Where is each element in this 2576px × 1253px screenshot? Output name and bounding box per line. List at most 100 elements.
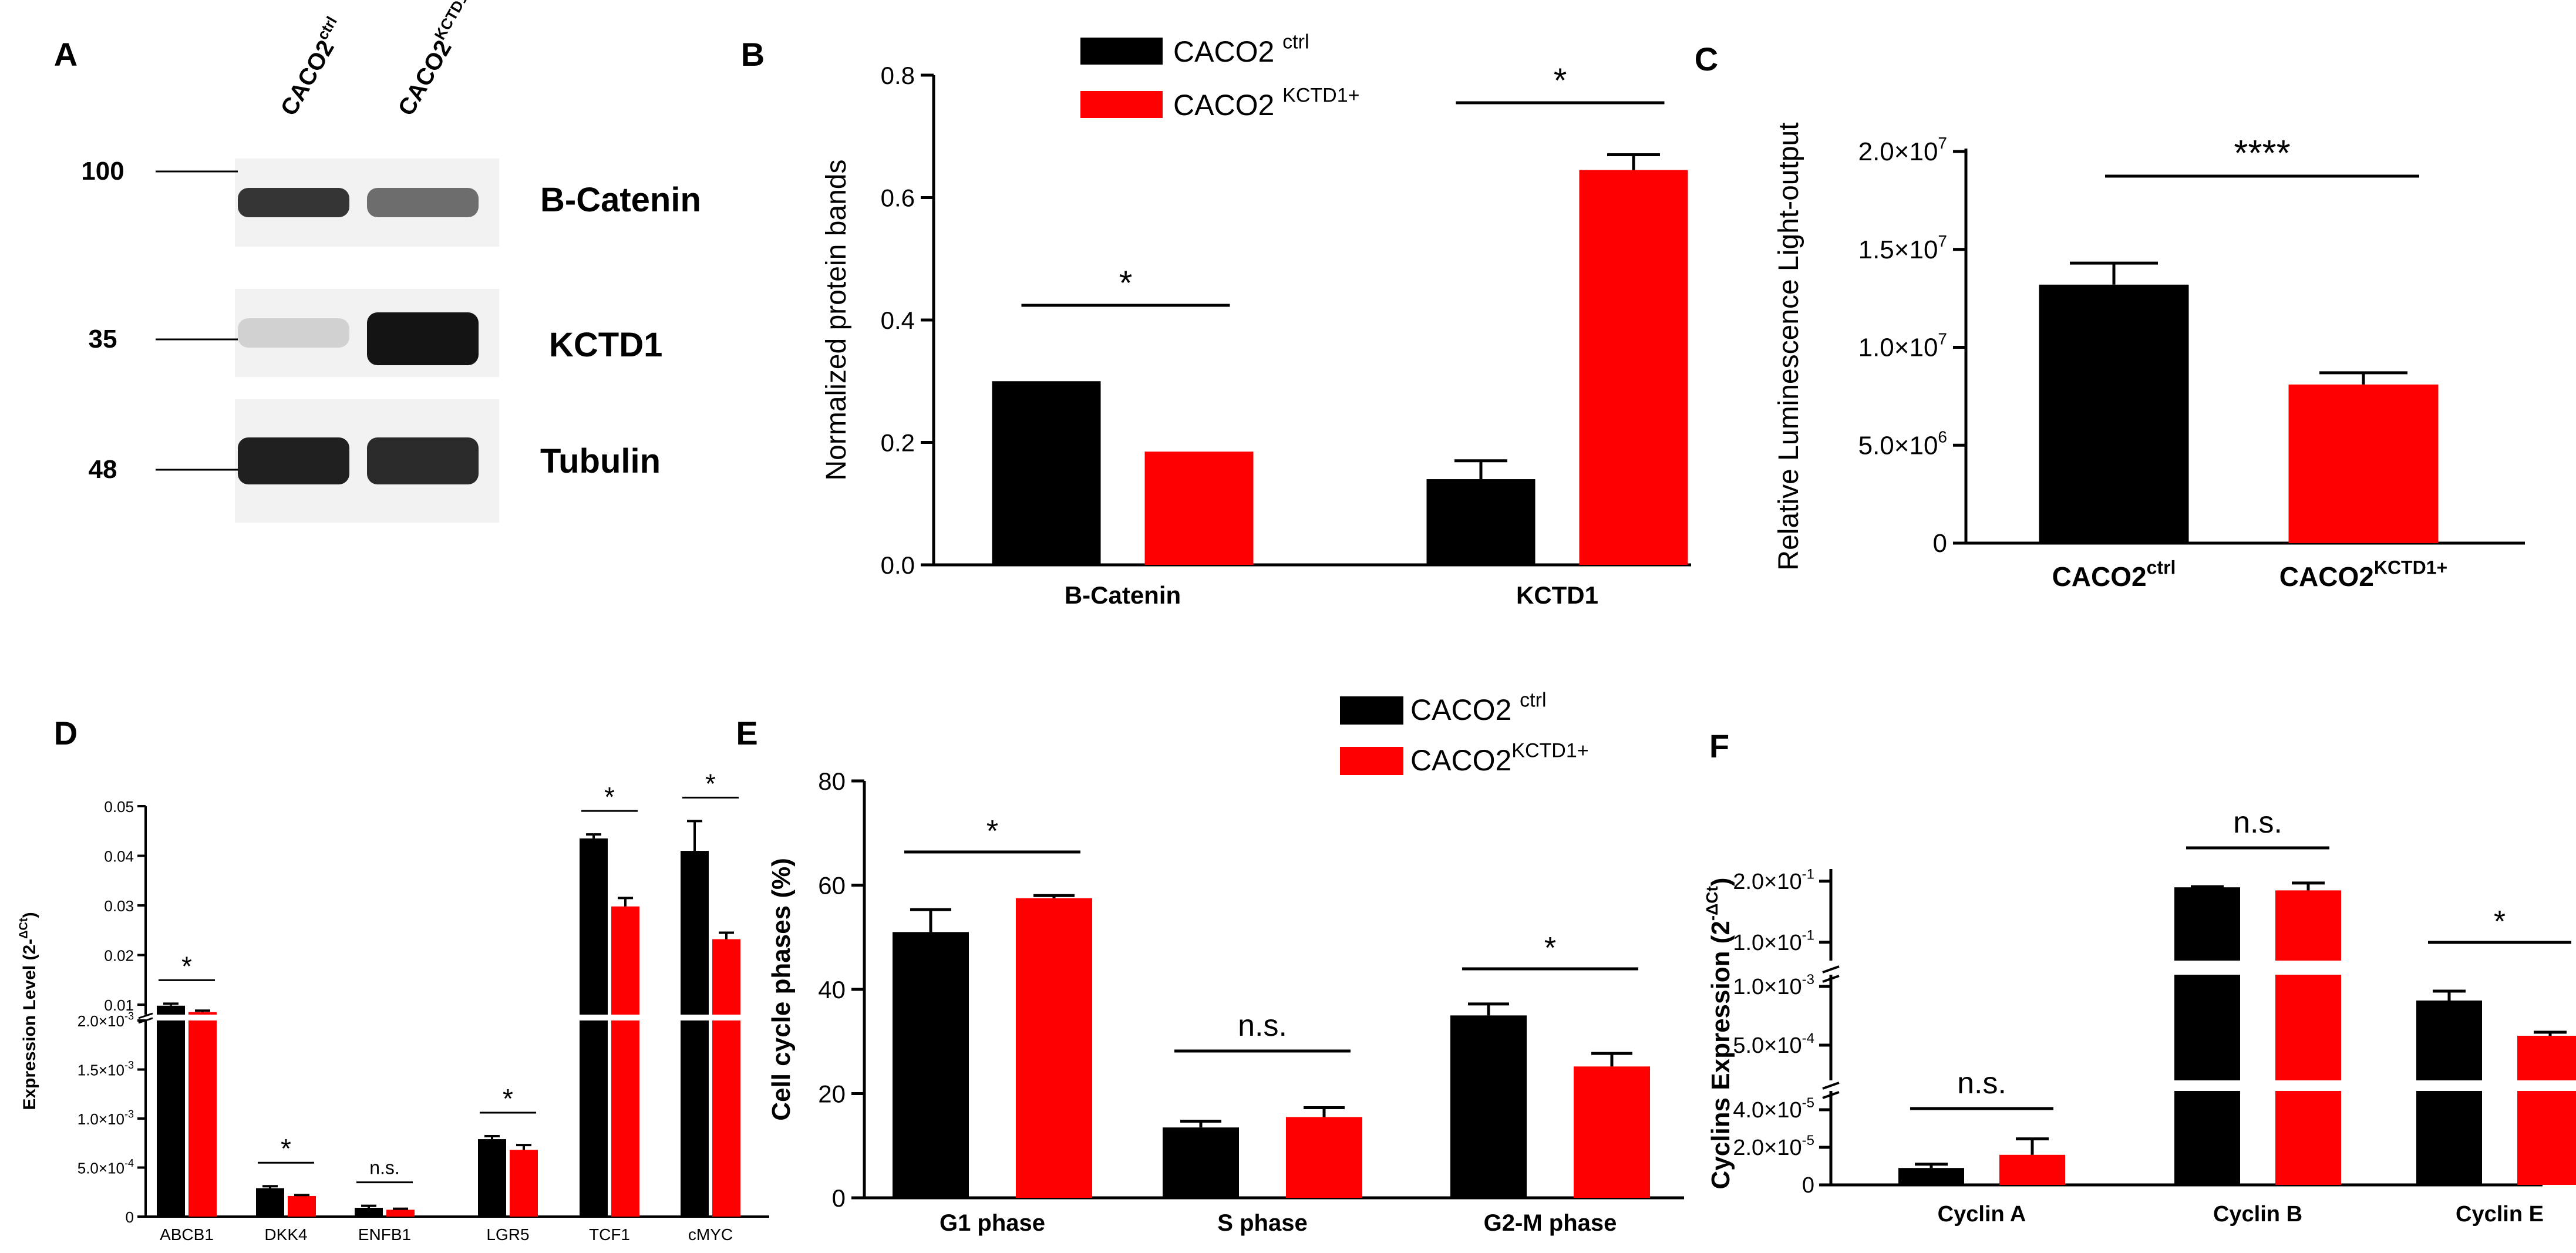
panel-c-x-label-base: CACO2 xyxy=(2279,561,2374,592)
panel-f-axis-break xyxy=(1822,965,1840,974)
panel-e-x-label: G1 phase xyxy=(940,1210,1045,1236)
panel-d-significance-label: * xyxy=(181,951,192,981)
panel-letter-d: D xyxy=(54,715,78,752)
panel-f-y-tick-label: 2.0×10-5 xyxy=(1733,1133,1814,1160)
panel-d-y-label-sup: ΔCt xyxy=(18,918,31,939)
panel-d-x-label: LGR5 xyxy=(486,1225,529,1244)
panel-d-bar-upper xyxy=(157,1005,185,1015)
panel-d-y-tick-label: 0.02 xyxy=(104,947,134,965)
panel-d-y-tick-label: 1.5×10-3 xyxy=(78,1059,134,1079)
panel-f-y-tick-label-base: 0 xyxy=(1802,1173,1814,1198)
blot-band-kctd1-lane2 xyxy=(367,312,479,365)
panel-d-bar xyxy=(510,1150,538,1217)
panel-d-bar-lower xyxy=(157,1020,185,1217)
panel-d-bar-upper xyxy=(611,906,639,1015)
mw-marker-48: 48 xyxy=(89,455,117,484)
panel-f-y-tick-label: 1.0×10-1 xyxy=(1733,928,1814,955)
panel-f-x-label: Cyclin E xyxy=(2456,1202,2544,1227)
panel-d-bar-upper xyxy=(681,851,709,1015)
panel-d-x-label: cMYC xyxy=(688,1225,733,1244)
blot-lane-label-2-base: CACO2 xyxy=(393,36,457,120)
panel-b-x-label: B-Catenin xyxy=(1065,581,1181,609)
panel-d-bar-upper xyxy=(712,939,740,1015)
legend-label-ctrl: CACO2 ctrl xyxy=(1173,31,1309,69)
panel-e-y-tick-label: 60 xyxy=(818,872,846,900)
panel-f-bar xyxy=(2517,1036,2576,1080)
panel-d-y-tick-label-sup: -3 xyxy=(124,1010,134,1022)
panel-d-bar xyxy=(288,1195,316,1217)
panel-d-bar xyxy=(256,1188,284,1217)
panel-c-y-tick-label: 0 xyxy=(1933,529,1947,558)
panel-b-bar xyxy=(1426,479,1536,565)
panel-d-x-label: ABCB1 xyxy=(160,1225,214,1244)
panel-d-y-tick-label-base: 1.5×10 xyxy=(78,1062,124,1079)
panel-c-y-tick-label-base: 1.0×10 xyxy=(1858,334,1938,362)
panel-c-y-tick-label-base: 5.0×10 xyxy=(1858,431,1938,460)
panel-c-x-label-sup: ctrl xyxy=(2147,557,2176,578)
panel-b-y-tick-label: 0.8 xyxy=(881,62,915,89)
panel-b-y-tick-label: 0.0 xyxy=(881,551,915,579)
panel-f-axis-break xyxy=(1822,1091,1840,1099)
panel-d-bar-lower xyxy=(712,1020,740,1217)
panel-f-significance-label: n.s. xyxy=(1957,1066,2006,1100)
panel-f-y-tick-label-sup: -1 xyxy=(1802,867,1814,883)
panel-d-bar-upper xyxy=(188,1012,217,1015)
panel-c-y-tick-label-sup: 7 xyxy=(1938,232,1947,250)
panel-e-bar xyxy=(1016,898,1092,1198)
panel-b-bar xyxy=(992,381,1101,565)
panel-c-y-tick-label-sup: 7 xyxy=(1938,134,1947,152)
panel-d-bar-lower xyxy=(681,1020,709,1217)
legend-label-kctd1-sup: KCTD1+ xyxy=(1282,85,1359,107)
panel-d-bar-lower xyxy=(611,1020,639,1217)
legend-label-kctd1-base: CACO2 xyxy=(1173,89,1282,122)
legend-e-label-ctrl-base: CACO2 xyxy=(1410,693,1520,726)
panel-d-significance-label: * xyxy=(281,1133,291,1164)
legend-label-ctrl-base: CACO2 xyxy=(1173,35,1282,68)
panel-f-y-tick-label-base: 4.0×10 xyxy=(1733,1098,1801,1123)
panel-f-y-label: Cyclins Expression (2-ΔCt) xyxy=(1703,878,1735,1190)
panel-d-bar xyxy=(386,1210,415,1217)
blot-label-b-catenin: B-Catenin xyxy=(540,181,701,219)
panel-e-y-tick-label: 80 xyxy=(818,767,846,795)
legend-e-label-ctrl-sup: ctrl xyxy=(1520,689,1546,712)
panel-c-y-tick-label: 5.0×106 xyxy=(1858,427,1947,460)
panel-e-x-label: G2-M phase xyxy=(1484,1210,1617,1236)
panel-f-y-tick-label-sup: -4 xyxy=(1802,1030,1814,1046)
blot-label-tubulin: Tubulin xyxy=(540,442,661,480)
panel-d-y-tick-label: 0.05 xyxy=(104,798,134,816)
legend-e-label-kctd1: CACO2KCTD1+ xyxy=(1410,740,1589,777)
panel-c-bar xyxy=(2288,384,2439,543)
panel-d-y-tick-label: 0.01 xyxy=(104,996,134,1014)
panel-f-bar xyxy=(1999,1154,2065,1185)
panel-b-x-label: KCTD1 xyxy=(1516,581,1598,609)
panel-e-y-tick-label: 0 xyxy=(832,1184,846,1212)
panel-e-bar xyxy=(1450,1015,1527,1198)
panel-b-significance-label: * xyxy=(1554,62,1567,100)
panel-d-y-tick-label: 0 xyxy=(126,1208,134,1226)
mw-marker-100: 100 xyxy=(81,157,124,186)
blot-band-tubulin-lane2 xyxy=(367,437,479,484)
panel-c-y-tick-label: 1.0×107 xyxy=(1858,330,1947,362)
panel-c-y-tick-label-base: 2.0×10 xyxy=(1858,137,1938,166)
panel-d-y-tick-label-sup: -3 xyxy=(124,1059,134,1071)
blot-band-tubulin-lane1 xyxy=(238,437,349,484)
panel-d-y-label-base: Expression Level (2- xyxy=(20,939,39,1110)
panel-e-y-tick-label: 20 xyxy=(818,1080,846,1108)
legend-e-swatch-ctrl xyxy=(1340,696,1403,725)
panel-d-bar xyxy=(478,1139,506,1217)
panel-d-x-label: ENFB1 xyxy=(358,1225,411,1244)
panel-d-y-label-tail: ) xyxy=(20,912,39,918)
legend-swatch-kctd1 xyxy=(1080,91,1163,118)
panel-f-y-tick-label-base: 2.0×10 xyxy=(1733,1136,1801,1160)
panel-d-significance-label: * xyxy=(503,1083,513,1114)
panel-letter-f: F xyxy=(1709,727,1729,764)
panel-f-y-tick-label-base: 1.0×10 xyxy=(1733,931,1801,955)
panel-d-x-label: DKK4 xyxy=(264,1225,307,1244)
panel-letter-b: B xyxy=(741,36,765,73)
panel-f-bar-segment xyxy=(2174,975,2240,1080)
panel-letter-e: E xyxy=(736,715,757,752)
panel-f-y-tick-label-base: 5.0×10 xyxy=(1733,1033,1801,1058)
panel-d-y-tick-label-sup: -3 xyxy=(124,1108,134,1120)
blot-band-b-catenin-lane1 xyxy=(238,188,349,217)
